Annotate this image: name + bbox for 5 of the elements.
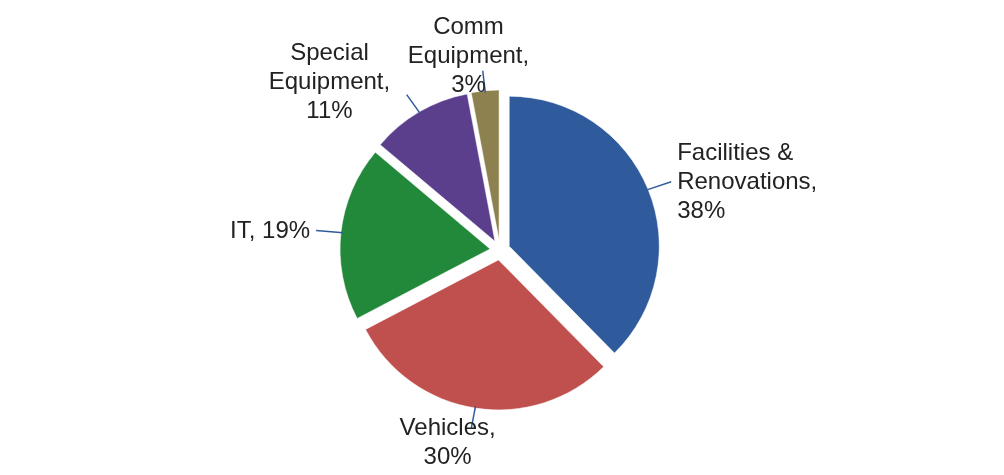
slice-label: Facilities & Renovations bbox=[677, 138, 811, 195]
slice-label: Comm Equipment bbox=[407, 12, 523, 69]
slice-label: IT bbox=[230, 215, 249, 243]
slice-label: Special Equipment bbox=[268, 37, 384, 94]
slice-label: Vehicles bbox=[399, 413, 489, 441]
